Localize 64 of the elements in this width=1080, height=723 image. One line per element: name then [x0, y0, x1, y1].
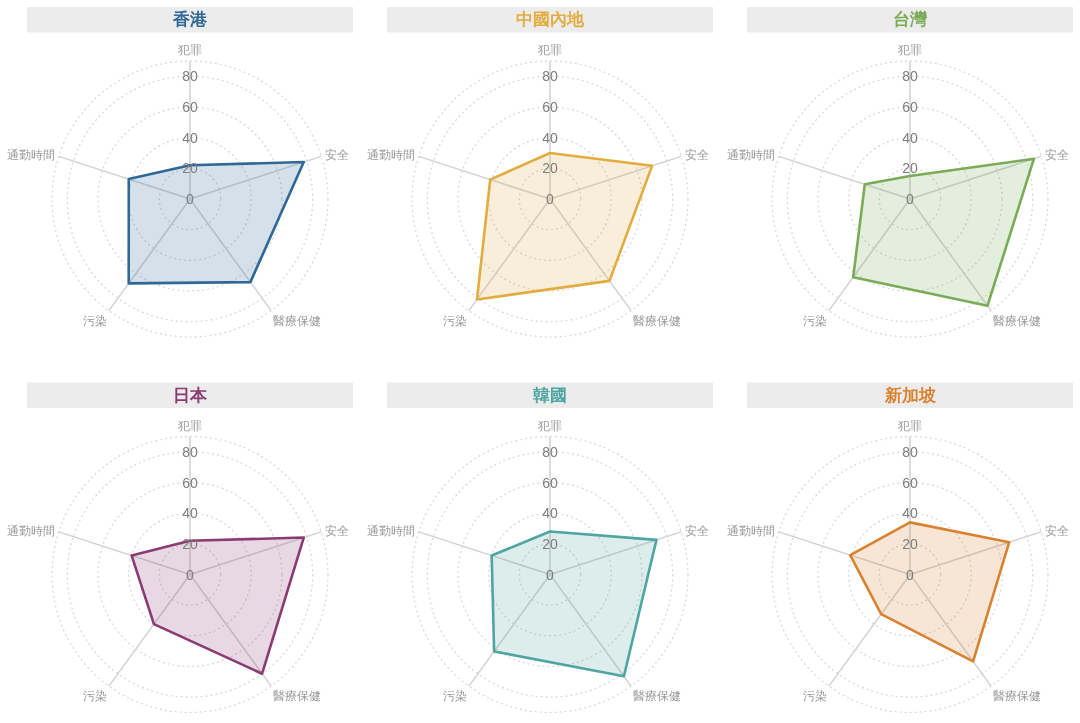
axis-label: 安全 — [685, 523, 710, 538]
tick-label: 0 — [186, 191, 194, 207]
tick-label: 80 — [902, 443, 918, 460]
tick-label: 60 — [542, 474, 558, 491]
tick-label: 60 — [182, 99, 198, 115]
axis-label: 通勤時間 — [726, 148, 775, 163]
axis-label: 犯罪 — [178, 43, 202, 57]
tick-label: 0 — [906, 191, 914, 207]
tick-label: 60 — [902, 99, 918, 115]
tick-label: 40 — [542, 505, 558, 522]
axis-label: 醫療保健 — [633, 689, 682, 704]
tick-label: 80 — [902, 68, 918, 85]
axis-label: 通勤時間 — [6, 523, 55, 538]
axis-label: 犯罪 — [898, 418, 922, 433]
axis-label: 醫療保健 — [993, 313, 1042, 328]
tick-label: 60 — [902, 474, 918, 491]
tick-label: 20 — [902, 160, 918, 177]
axis-label: 醫療保健 — [273, 689, 322, 704]
tick-label: 0 — [186, 566, 194, 583]
axis-label: 通勤時間 — [366, 148, 415, 163]
tick-label: 40 — [182, 505, 198, 522]
axis-label: 通勤時間 — [6, 148, 55, 163]
axis-label: 犯罪 — [538, 418, 562, 433]
title: 日本 — [173, 385, 207, 405]
axis-label: 安全 — [325, 148, 350, 163]
tick-label: 80 — [182, 443, 198, 460]
tick-label: 20 — [902, 535, 918, 552]
axis-label: 醫療保健 — [273, 313, 322, 328]
tick-label: 20 — [542, 160, 558, 177]
axis-label: 通勤時間 — [726, 523, 775, 538]
axis-label: 安全 — [1045, 148, 1070, 163]
tick-label: 60 — [182, 474, 198, 491]
axis-label: 安全 — [685, 148, 710, 163]
axis-label: 污染 — [82, 313, 107, 328]
title: 中國內地 — [516, 10, 584, 30]
title: 新加坡 — [884, 385, 936, 405]
tick-label: 0 — [546, 566, 554, 583]
axis-label: 犯罪 — [898, 43, 922, 57]
tick-label: 60 — [542, 99, 558, 115]
axis-label: 醫療保健 — [993, 689, 1042, 704]
tick-label: 40 — [182, 129, 198, 146]
tick-label: 0 — [546, 191, 554, 207]
tick-label: 80 — [182, 68, 198, 85]
axis-label: 安全 — [1045, 523, 1070, 538]
tick-label: 0 — [906, 566, 914, 583]
axis-label: 犯罪 — [178, 418, 202, 433]
tick-label: 80 — [542, 443, 558, 460]
tick-label: 20 — [542, 535, 558, 552]
axis-label: 污染 — [442, 689, 467, 704]
tick-label: 80 — [542, 68, 558, 85]
tick-label: 40 — [902, 129, 918, 146]
axis-label: 污染 — [442, 313, 467, 328]
axis-label: 污染 — [802, 689, 827, 704]
axis-label: 污染 — [82, 689, 107, 704]
title: 韓國 — [533, 385, 567, 405]
axis-label: 污染 — [802, 313, 827, 328]
axis-label: 犯罪 — [538, 43, 562, 57]
title: 台灣 — [893, 10, 927, 30]
tick-label: 40 — [542, 129, 558, 146]
title: 香港 — [173, 10, 207, 30]
tick-label: 40 — [902, 505, 918, 522]
axis-label: 安全 — [325, 523, 350, 538]
axis-label: 醫療保健 — [633, 313, 682, 328]
axis-label: 通勤時間 — [366, 523, 415, 538]
